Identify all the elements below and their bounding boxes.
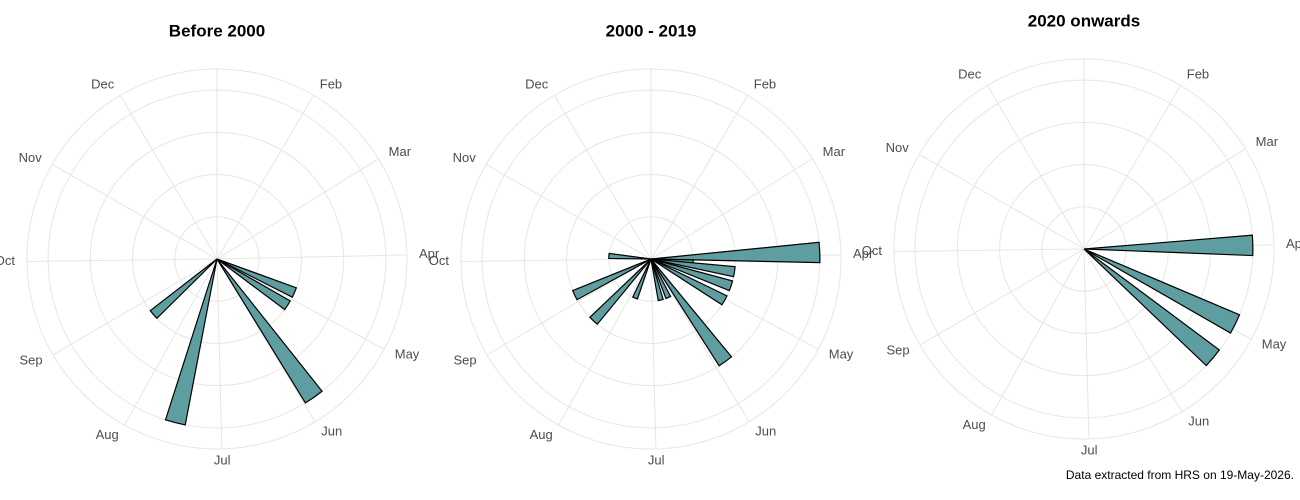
grid-spoke xyxy=(52,258,218,356)
bar xyxy=(608,252,652,260)
grid-spoke xyxy=(216,258,385,350)
grid-spoke xyxy=(486,258,652,356)
grid-spoke xyxy=(51,164,218,260)
month-label: Mar xyxy=(823,144,846,159)
bar xyxy=(1083,248,1221,367)
grid-spoke xyxy=(119,95,218,260)
month-label: Oct xyxy=(862,243,883,258)
month-label: Jun xyxy=(755,423,776,438)
month-label: Mar xyxy=(389,144,412,159)
grid-spoke xyxy=(216,95,315,260)
grid-spoke xyxy=(216,254,407,260)
chart-title: 2020 onwards xyxy=(1028,11,1140,30)
month-label: Sep xyxy=(20,352,43,367)
month-label: Nov xyxy=(453,150,477,165)
month-label: Jul xyxy=(648,452,665,467)
month-label: Nov xyxy=(886,140,910,155)
caption: Data extracted from HRS on 19-May-2026. xyxy=(1066,468,1294,482)
grid-spoke xyxy=(1083,248,1183,413)
month-label: Jul xyxy=(214,452,231,467)
month-label: Sep xyxy=(454,352,477,367)
grid-spoke xyxy=(919,248,1085,346)
bar xyxy=(650,258,734,292)
grid-spoke xyxy=(650,258,657,449)
grid-spoke xyxy=(461,258,652,262)
month-label: Feb xyxy=(754,77,776,92)
month-label: Oct xyxy=(0,253,15,268)
grid-spoke xyxy=(1083,248,1090,439)
grid-spoke xyxy=(1083,85,1182,250)
bar xyxy=(650,258,728,306)
bar xyxy=(650,241,821,264)
month-label: Dec xyxy=(525,77,549,92)
bar xyxy=(650,258,736,278)
bar xyxy=(650,258,733,367)
bar xyxy=(149,258,218,320)
grid-spoke xyxy=(986,85,1085,250)
month-label: Feb xyxy=(320,77,342,92)
month-label: May xyxy=(395,346,420,361)
month-label: Aug xyxy=(96,427,119,442)
month-label: Jul xyxy=(1081,442,1098,457)
month-label: Apr xyxy=(419,246,440,261)
bar xyxy=(1083,248,1241,334)
bar xyxy=(216,258,292,311)
month-label: Aug xyxy=(530,427,553,442)
grid-spoke xyxy=(485,164,652,260)
grid-spoke xyxy=(216,258,223,449)
bar xyxy=(589,258,652,326)
bar xyxy=(650,258,672,300)
bar xyxy=(216,258,298,298)
grid-spoke xyxy=(27,258,218,262)
bar xyxy=(216,258,323,404)
grid-spoke xyxy=(216,158,379,260)
grid-spoke xyxy=(918,154,1085,250)
bar xyxy=(164,258,218,426)
month-label: Mar xyxy=(1256,134,1279,149)
grid-spoke xyxy=(650,158,813,260)
grid-spoke xyxy=(553,95,652,260)
month-label: Aug xyxy=(963,417,986,432)
month-label: May xyxy=(829,346,854,361)
month-label: Nov xyxy=(19,150,43,165)
grid-spoke xyxy=(1083,148,1246,250)
grid-spoke xyxy=(650,95,749,260)
bar xyxy=(1083,234,1254,257)
month-label: Apr xyxy=(853,246,874,261)
month-label: Feb xyxy=(1187,67,1209,82)
bar xyxy=(631,258,652,300)
chart-title: Before 2000 xyxy=(169,21,265,40)
grid-spoke xyxy=(124,258,218,426)
month-label: Sep xyxy=(887,342,910,357)
chart-title: 2000 - 2019 xyxy=(606,21,697,40)
bar xyxy=(571,258,652,301)
grid-spoke xyxy=(991,248,1085,416)
grid-spoke xyxy=(558,258,652,426)
bar xyxy=(650,258,664,302)
month-label: Jun xyxy=(321,423,342,438)
month-label: Apr xyxy=(1286,236,1300,251)
month-label: Dec xyxy=(958,67,982,82)
grid-spoke xyxy=(894,248,1085,252)
month-label: May xyxy=(1262,336,1287,351)
month-label: Jun xyxy=(1188,413,1209,428)
month-label: Oct xyxy=(429,253,450,268)
month-label: Dec xyxy=(91,77,115,92)
grid-spoke xyxy=(650,258,750,423)
